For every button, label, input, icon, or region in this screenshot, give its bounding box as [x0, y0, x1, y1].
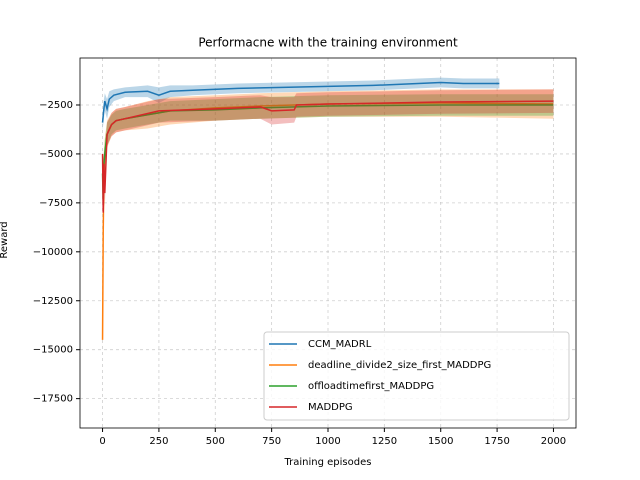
x-tick-label: 1750 [484, 436, 509, 447]
line [101, 81, 500, 123]
legend-label: deadline_divide2_size_first_MADDPG [308, 360, 491, 371]
x-tick-label: 1500 [428, 436, 453, 447]
legend-box [263, 331, 570, 421]
plot-frame [79, 57, 577, 429]
y-tick-label: −5000 [39, 149, 73, 160]
x-tick-label: 750 [262, 436, 281, 447]
y-axis-label: Reward [0, 221, 10, 258]
chart-title: Performacne with the training environmen… [198, 36, 458, 50]
x-axis-label: Training episodes [284, 457, 372, 468]
y-tick-label: −17500 [33, 394, 73, 405]
confidence-band [102, 94, 554, 217]
legend-label: offloadtimefirst_MADDPG [308, 381, 434, 392]
legend-label: CCM_MADRL [308, 339, 372, 350]
y-tick-label: −15000 [33, 345, 73, 356]
y-tick-label: −2500 [39, 100, 73, 111]
line [101, 100, 554, 213]
x-tick-label: 2000 [541, 436, 566, 447]
y-tick-label: −12500 [33, 296, 73, 307]
legend: CCM_MADRL deadline_divide2_size_first_MAD… [263, 331, 570, 421]
x-tick-label: 1250 [372, 436, 397, 447]
confidence-band [102, 89, 554, 229]
confidence-band [102, 77, 500, 131]
y-tick-label: −7500 [39, 198, 73, 209]
legend-label: MADDPG [308, 402, 353, 413]
x-tick-label: 1000 [315, 436, 340, 447]
x-tick-label: 500 [206, 436, 225, 447]
x-tick-label: 0 [99, 436, 105, 447]
y-tick-label: −10000 [33, 247, 73, 258]
x-tick-label: 250 [149, 436, 168, 447]
